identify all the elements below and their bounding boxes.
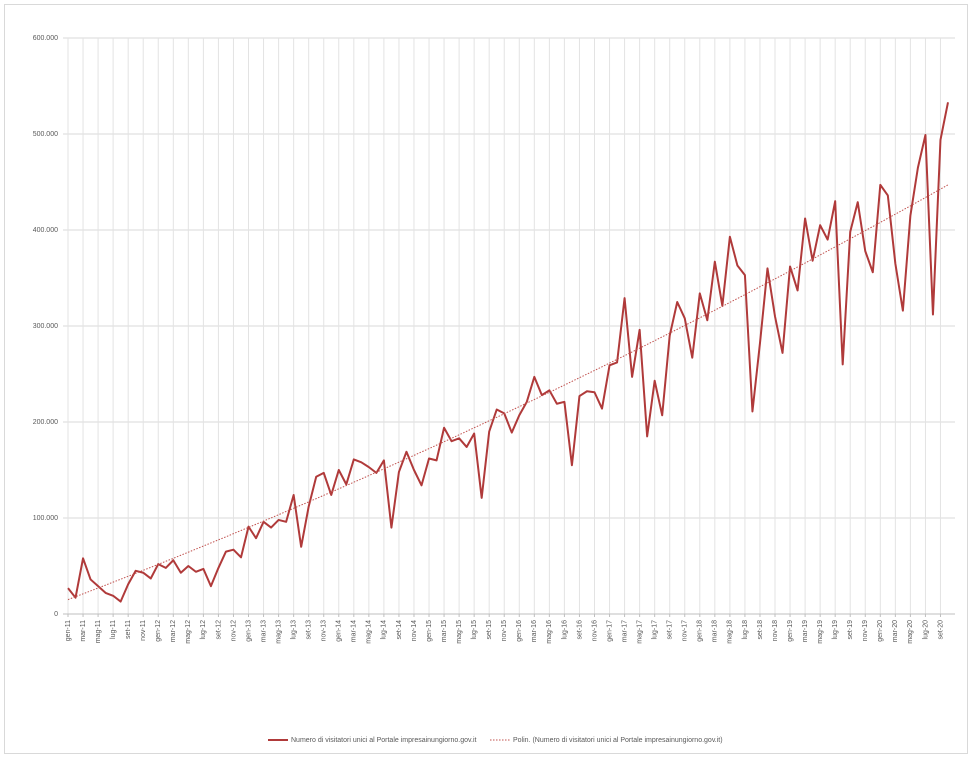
legend-label: Numero di visitatori unici al Portale im… — [291, 737, 477, 744]
y-tick-label: 0 — [54, 611, 58, 618]
y-tick-label: 300.000 — [33, 323, 58, 330]
x-tick-label: nov-15 — [501, 620, 508, 642]
x-tick-label: gen-16 — [516, 620, 523, 642]
x-tick-label: nov-16 — [591, 620, 598, 642]
x-tick-label: lug-20 — [922, 620, 929, 640]
x-tick-label: gen-19 — [787, 620, 794, 642]
x-tick-label: nov-11 — [140, 620, 147, 641]
x-tick-label: set-19 — [847, 620, 854, 640]
x-tick-label: gen-14 — [336, 620, 343, 642]
x-tick-label: set-18 — [757, 620, 764, 640]
x-tick-label: nov-12 — [230, 620, 237, 642]
y-tick-label: 500.000 — [33, 131, 58, 138]
trend-line — [67, 184, 949, 601]
y-tick-label: 600.000 — [33, 35, 58, 42]
x-tick-label: gen-12 — [155, 620, 162, 642]
x-tick-label: lug-14 — [381, 620, 388, 640]
x-tick-label: nov-14 — [411, 620, 418, 642]
x-tick-label: mar-19 — [802, 620, 809, 642]
x-tick-label: gen-20 — [877, 620, 884, 642]
x-tick-label: mag-13 — [275, 620, 282, 644]
x-tick-label: lug-17 — [652, 620, 659, 640]
x-tick-label: lug-19 — [832, 620, 839, 640]
chart-frame — [4, 4, 968, 754]
x-tick-label: set-16 — [576, 620, 583, 640]
x-tick-label: mag-12 — [185, 620, 192, 644]
x-tick-label: set-12 — [215, 620, 222, 640]
data-line — [67, 102, 949, 603]
x-tick-label: mag-16 — [546, 620, 553, 644]
x-tick-label: lug-18 — [742, 620, 749, 640]
x-tick-label: mag-15 — [456, 620, 463, 644]
x-tick-label: mag-19 — [817, 620, 824, 644]
x-tick-label: mag-18 — [727, 620, 734, 644]
x-tick-label: nov-17 — [682, 620, 689, 642]
x-tick-label: lug-13 — [290, 620, 297, 640]
x-tick-label: nov-13 — [321, 620, 328, 642]
x-tick-label: mag-20 — [907, 620, 914, 644]
x-tick-label: mar-20 — [892, 620, 899, 642]
x-tick-label: lug-12 — [200, 620, 207, 640]
y-tick-label: 400.000 — [33, 227, 58, 234]
x-tick-label: mar-12 — [170, 620, 177, 642]
y-tick-label: 100.000 — [33, 515, 58, 522]
x-tick-label: mag-17 — [636, 620, 643, 644]
x-tick-label: lug-15 — [471, 620, 478, 640]
x-tick-label: set-17 — [667, 620, 674, 640]
x-tick-label: mag-11 — [95, 620, 102, 643]
x-tick-label: nov-19 — [862, 620, 869, 642]
x-tick-label: mar-14 — [351, 620, 358, 642]
x-tick-label: set-11 — [125, 620, 132, 639]
legend-label: Polin. (Numero di visitatori unici al Po… — [513, 737, 723, 744]
x-tick-label: gen-17 — [606, 620, 613, 642]
x-tick-label: gen-18 — [697, 620, 704, 642]
x-tick-label: mag-14 — [366, 620, 373, 644]
x-tick-label: lug-11 — [110, 620, 117, 639]
x-tick-label: gen-15 — [426, 620, 433, 642]
x-tick-label: set-15 — [486, 620, 493, 640]
x-tick-label: set-14 — [396, 620, 403, 640]
legend: Numero di visitatori unici al Portale im… — [268, 737, 723, 744]
x-tick-label: gen-13 — [245, 620, 252, 642]
x-tick-label: mar-11 — [80, 620, 87, 642]
x-tick-label: set-20 — [937, 620, 944, 640]
x-tick-label: lug-16 — [561, 620, 568, 640]
x-tick-label: nov-18 — [772, 620, 779, 642]
x-tick-label: mar-13 — [260, 620, 267, 642]
x-tick-label: mar-15 — [441, 620, 448, 642]
x-tick-label: mar-16 — [531, 620, 538, 642]
x-tick-label: mar-18 — [712, 620, 719, 642]
x-tick-label: gen-11 — [65, 620, 72, 641]
x-tick-label: mar-17 — [621, 620, 628, 642]
y-tick-label: 200.000 — [33, 419, 58, 426]
x-tick-label: set-13 — [306, 620, 313, 640]
